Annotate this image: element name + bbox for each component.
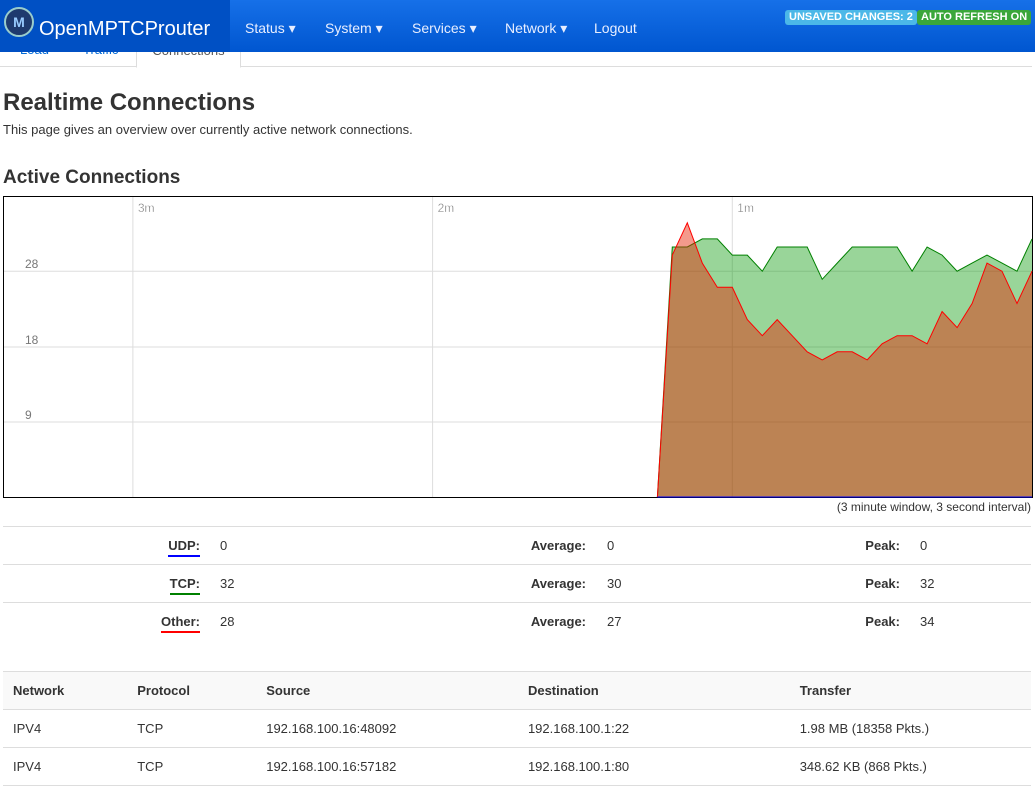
table-cell: 192.168.100.16:57182 — [256, 747, 518, 786]
series-line — [656, 221, 1033, 498]
menu-label: Status — [245, 20, 285, 36]
connections-table: Network Protocol Source Destination Transfer… — [3, 671, 1031, 786]
current-value: 28 — [220, 614, 235, 629]
table-cell: 192.168.100.16:48092 — [256, 709, 518, 748]
column-header: Transfer — [789, 671, 1031, 710]
column-header: Destination — [517, 671, 790, 710]
stats-row: UDP: 0 Average: 0 Peak: 0 — [3, 526, 1031, 565]
column-header: Source — [256, 671, 518, 710]
table-cell: IPV4 — [3, 747, 128, 786]
series-line — [656, 238, 1033, 498]
graph: 3m 2m 1m 9 18 28 — [3, 196, 1033, 498]
peak-value: 32 — [920, 576, 935, 591]
brand: OpenMPTCProuter — [39, 18, 211, 40]
badge[interactable]: UNSAVED CHANGES: 2 — [785, 10, 917, 25]
menu-label: Services — [412, 20, 466, 36]
peak-value: 0 — [920, 538, 928, 553]
graph-note: (3 minute window, 3 second interval) — [836, 500, 1031, 514]
x-tick-label: 2m — [438, 201, 455, 215]
table-cell: TCP — [127, 747, 257, 786]
peak-label: Peak: — [865, 614, 900, 629]
series-label: TCP: — [169, 575, 200, 595]
menu-network[interactable]: Network ▾ — [505, 20, 568, 36]
logo: M — [4, 7, 34, 37]
table-cell: TCP — [127, 709, 257, 748]
menu-services[interactable]: Services ▾ — [412, 20, 477, 36]
menu-label: Network — [505, 20, 557, 36]
average-value: 0 — [607, 538, 615, 553]
table-row: IPV4 TCP 192.168.100.16:48092 192.168.100.1… — [3, 709, 1031, 748]
series-label: UDP: — [168, 537, 200, 557]
average-label: Average: — [530, 614, 586, 629]
menu-label: System — [325, 20, 372, 36]
y-tick-label: 18 — [25, 333, 39, 347]
peak-value: 34 — [920, 614, 935, 629]
column-header: Protocol — [127, 671, 257, 710]
menu-logout[interactable]: Logout — [594, 20, 637, 36]
x-tick-label: 1m — [737, 201, 754, 215]
average-value: 27 — [607, 614, 622, 629]
peak-label: Peak: — [865, 576, 900, 591]
peak-label: Peak: — [865, 538, 900, 553]
current-value: 32 — [220, 576, 235, 591]
page-title: Realtime Connections — [3, 89, 256, 116]
current-value: 0 — [220, 538, 228, 553]
column-header: Network — [3, 671, 128, 710]
section-title: Active Connections — [3, 167, 181, 188]
area-fill — [657, 238, 1032, 497]
series-label: Other: — [161, 613, 200, 633]
table-cell: 1.98 MB (18358 Pkts.) — [789, 709, 1031, 748]
header-row: Network Protocol Source Destination Transfer — [3, 671, 1031, 710]
table-cell: 192.168.100.1:22 — [517, 709, 790, 748]
menu-system[interactable]: System ▾ — [325, 20, 383, 36]
description: This page gives an overview over current… — [3, 122, 413, 137]
brand-area[interactable]: M OpenMPTCProuter — [0, 0, 230, 52]
average-label: Average: — [530, 576, 586, 591]
svg-text:M: M — [13, 14, 25, 30]
area-fill — [657, 222, 1032, 498]
table-cell: IPV4 — [3, 709, 128, 748]
y-tick-label: 9 — [25, 408, 32, 422]
navbar: M OpenMPTCProuter Status ▾ System ▾ Serv… — [0, 0, 1035, 52]
table-row: IPV4 TCP 192.168.100.16:57182 192.168.100.1… — [3, 747, 1031, 786]
table-cell: 348.62 KB (868 Pkts.) — [789, 747, 1031, 786]
stats-row: TCP: 32 Average: 30 Peak: 32 — [3, 564, 1031, 603]
tab-border — [0, 66, 1032, 67]
badge[interactable]: AUTO REFRESH ON — [917, 10, 1032, 25]
stats-row: Other: 28 Average: 27 Peak: 34 — [3, 602, 1031, 641]
average-value: 30 — [607, 576, 622, 591]
x-tick-label: 3m — [138, 201, 155, 215]
menu-status[interactable]: Status ▾ — [245, 20, 296, 36]
average-label: Average: — [530, 538, 586, 553]
y-tick-label: 28 — [25, 257, 39, 271]
table-cell: 192.168.100.1:80 — [517, 747, 790, 786]
